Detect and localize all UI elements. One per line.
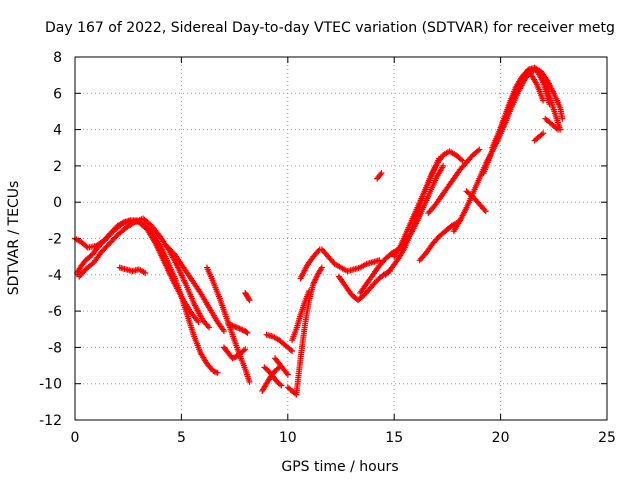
data-point — [555, 126, 562, 133]
data-series — [506, 64, 566, 122]
data-point — [246, 378, 253, 385]
data-series — [272, 355, 291, 378]
data-series — [542, 115, 562, 133]
grid — [75, 57, 607, 420]
data-point — [540, 97, 547, 104]
data-point — [278, 382, 285, 389]
data-point — [283, 370, 290, 377]
data-series — [259, 364, 283, 394]
data-series — [74, 217, 221, 376]
data-point — [435, 155, 442, 162]
x-tick-label: 10 — [279, 430, 297, 446]
data-point — [284, 371, 291, 378]
y-tick-labels: -12 -10 -8 -6 -4 -2 0 2 4 6 8 — [39, 50, 62, 429]
data-point — [475, 147, 482, 154]
data-point — [378, 170, 385, 177]
data-points — [72, 64, 566, 398]
data-point — [459, 157, 466, 164]
data-series — [391, 155, 442, 260]
y-tick-label: 6 — [53, 86, 62, 102]
data-series — [163, 242, 227, 335]
data-point — [246, 297, 253, 304]
data-point — [458, 156, 465, 163]
plot-frame — [74, 56, 608, 421]
data-point — [559, 115, 566, 122]
data-series — [416, 219, 462, 264]
data-point — [287, 346, 294, 353]
x-axis-label: GPS time / hours — [281, 459, 398, 475]
data-point — [440, 162, 447, 169]
data-series — [225, 320, 251, 336]
data-series — [297, 246, 323, 282]
data-point — [318, 264, 325, 271]
data-point — [306, 288, 313, 295]
data-point — [377, 171, 384, 178]
x-tick-label: 25 — [598, 430, 616, 446]
data-series — [531, 130, 547, 144]
data-series — [242, 289, 253, 304]
data-series — [261, 364, 285, 389]
data-point — [220, 328, 227, 335]
data-series — [357, 162, 447, 296]
x-tick-label: 15 — [385, 430, 403, 446]
data-series — [116, 264, 149, 276]
chart-title: Day 167 of 2022, Sidereal Day-to-day VTE… — [45, 20, 615, 36]
data-point — [482, 208, 489, 215]
y-tick-label: -4 — [48, 268, 62, 284]
x-tick-label: 5 — [177, 430, 186, 446]
data-series — [284, 264, 325, 398]
y-tick-label: 8 — [53, 50, 62, 66]
y-tick-label: 0 — [53, 195, 62, 211]
data-series — [318, 246, 383, 275]
data-point — [242, 346, 249, 353]
x-tick-label: 0 — [71, 430, 80, 446]
data-point — [195, 318, 202, 325]
data-point — [289, 348, 296, 355]
y-tick-label: -6 — [48, 304, 62, 320]
y-axis-label: SDTVAR / TECUs — [6, 181, 22, 296]
y-tick-label: -10 — [39, 377, 62, 393]
y-tick-label: -8 — [48, 340, 62, 356]
data-series — [289, 288, 313, 344]
y-tick-label: -2 — [48, 232, 62, 248]
data-series — [220, 344, 249, 362]
data-series — [263, 331, 296, 355]
y-tick-label: 4 — [53, 123, 62, 139]
x-tick-label: 20 — [492, 430, 510, 446]
data-point — [540, 130, 547, 137]
data-point — [142, 269, 149, 276]
data-point — [206, 324, 213, 331]
data-point — [245, 296, 252, 302]
data-point — [243, 328, 250, 335]
data-series — [425, 146, 483, 217]
x-tick-labels: 0 5 10 15 20 25 — [71, 430, 616, 446]
data-point — [476, 146, 483, 153]
y-tick-label: 2 — [53, 159, 62, 175]
data-series — [72, 217, 202, 325]
y-tick-label: -12 — [39, 413, 62, 429]
data-point — [244, 329, 251, 336]
data-series — [374, 170, 385, 182]
data-series — [463, 188, 489, 215]
data-point — [214, 369, 221, 376]
